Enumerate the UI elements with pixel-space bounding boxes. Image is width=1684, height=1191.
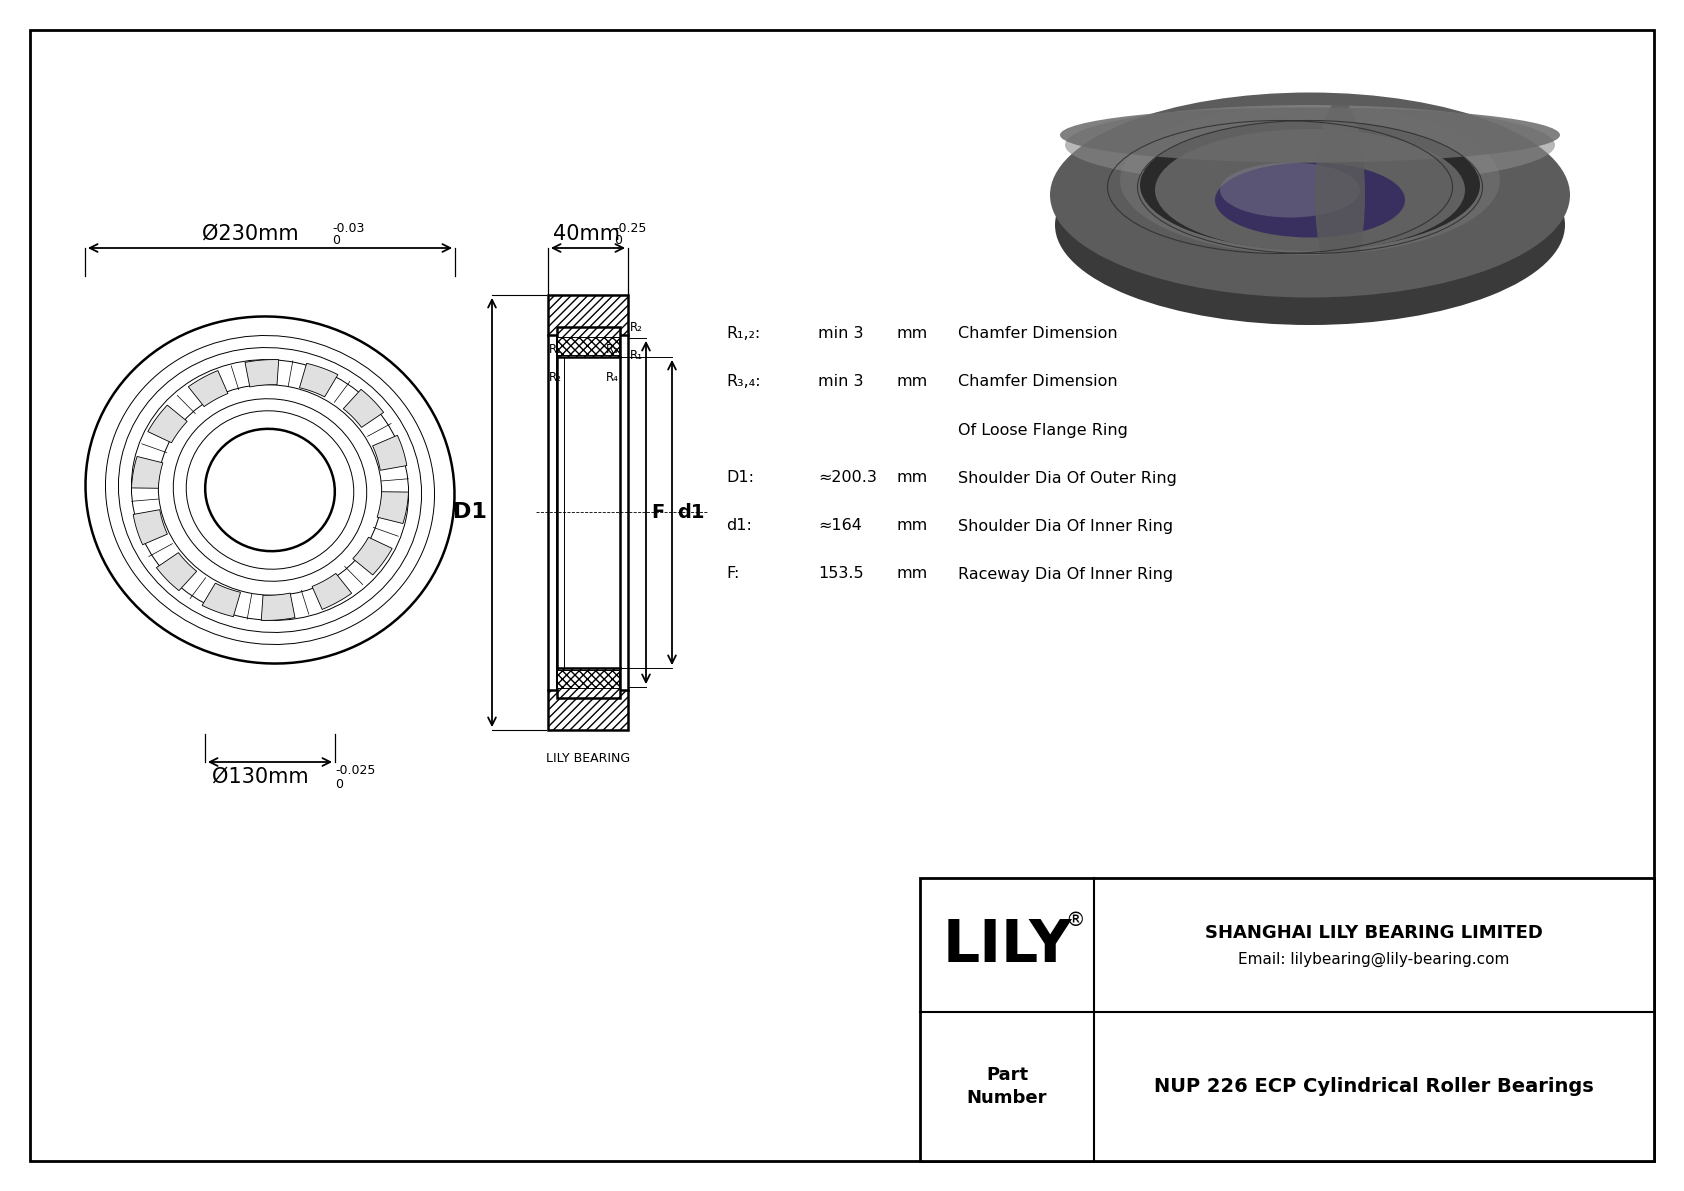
Text: -0.25: -0.25 <box>615 222 647 235</box>
Polygon shape <box>557 671 620 688</box>
Ellipse shape <box>1051 93 1569 298</box>
Text: Ø130mm: Ø130mm <box>212 767 308 787</box>
Polygon shape <box>244 360 280 387</box>
Ellipse shape <box>1214 162 1404 237</box>
Text: min 3: min 3 <box>818 326 864 342</box>
Text: 0: 0 <box>335 778 344 791</box>
Polygon shape <box>547 690 628 730</box>
Text: min 3: min 3 <box>818 374 864 389</box>
Polygon shape <box>148 405 187 443</box>
Text: D1: D1 <box>453 501 487 522</box>
Ellipse shape <box>1059 107 1559 162</box>
Polygon shape <box>157 553 197 591</box>
Polygon shape <box>202 584 241 617</box>
Ellipse shape <box>1219 162 1361 218</box>
Text: d1:: d1: <box>726 518 751 534</box>
Ellipse shape <box>1054 125 1564 325</box>
Ellipse shape <box>1155 129 1465 251</box>
Text: R₂: R₂ <box>549 372 562 384</box>
Text: Chamfer Dimension: Chamfer Dimension <box>958 326 1118 342</box>
Polygon shape <box>344 389 384 428</box>
Text: Of Loose Flange Ring: Of Loose Flange Ring <box>958 423 1128 437</box>
Text: R₁,₂:: R₁,₂: <box>726 326 759 342</box>
Polygon shape <box>919 878 1654 1161</box>
Ellipse shape <box>1120 105 1500 255</box>
Text: ≈200.3: ≈200.3 <box>818 470 877 486</box>
Ellipse shape <box>1064 105 1554 185</box>
Text: D1:: D1: <box>726 470 754 486</box>
Text: R₂: R₂ <box>630 322 643 333</box>
Text: mm: mm <box>896 326 928 342</box>
Polygon shape <box>377 492 409 524</box>
Text: NUP 226 ECP Cylindrical Roller Bearings: NUP 226 ECP Cylindrical Roller Bearings <box>1154 1077 1593 1096</box>
Text: 153.5: 153.5 <box>818 567 864 581</box>
Text: 0: 0 <box>332 235 340 248</box>
Text: ≈164: ≈164 <box>818 518 862 534</box>
Text: Part
Number: Part Number <box>967 1066 1047 1106</box>
Text: R₁: R₁ <box>549 343 562 356</box>
Ellipse shape <box>1315 100 1366 289</box>
Text: Chamfer Dimension: Chamfer Dimension <box>958 374 1118 389</box>
Text: Ø230mm: Ø230mm <box>202 224 298 244</box>
Text: R₃: R₃ <box>606 343 620 356</box>
Polygon shape <box>131 456 163 488</box>
Text: mm: mm <box>896 518 928 534</box>
Text: Shoulder Dia Of Outer Ring: Shoulder Dia Of Outer Ring <box>958 470 1177 486</box>
Polygon shape <box>261 593 295 621</box>
Polygon shape <box>189 370 227 406</box>
Text: mm: mm <box>896 374 928 389</box>
Text: d1: d1 <box>677 503 704 522</box>
Polygon shape <box>557 337 620 355</box>
Text: LILY: LILY <box>943 917 1071 973</box>
Text: R₃,₄:: R₃,₄: <box>726 374 761 389</box>
Text: Raceway Dia Of Inner Ring: Raceway Dia Of Inner Ring <box>958 567 1174 581</box>
Text: -0.03: -0.03 <box>332 222 364 235</box>
Polygon shape <box>372 435 408 470</box>
Polygon shape <box>300 363 338 397</box>
Polygon shape <box>557 668 620 698</box>
Text: R₄: R₄ <box>606 372 620 384</box>
Text: 0: 0 <box>615 235 621 248</box>
Polygon shape <box>547 295 628 335</box>
Text: F: F <box>652 503 663 522</box>
Text: LILY BEARING: LILY BEARING <box>546 752 630 765</box>
Text: Email: lilybearing@lily-bearing.com: Email: lilybearing@lily-bearing.com <box>1238 952 1509 967</box>
Text: mm: mm <box>896 470 928 486</box>
Polygon shape <box>133 510 167 544</box>
Text: Shoulder Dia Of Inner Ring: Shoulder Dia Of Inner Ring <box>958 518 1174 534</box>
Text: ®: ® <box>1064 910 1084 929</box>
Text: R₁: R₁ <box>630 349 643 362</box>
Polygon shape <box>354 537 392 575</box>
Text: SHANGHAI LILY BEARING LIMITED: SHANGHAI LILY BEARING LIMITED <box>1206 924 1543 942</box>
Polygon shape <box>312 573 352 610</box>
Text: mm: mm <box>896 567 928 581</box>
Ellipse shape <box>1140 120 1480 250</box>
Text: 40mm: 40mm <box>552 224 620 244</box>
Text: -0.025: -0.025 <box>335 765 376 778</box>
Polygon shape <box>557 328 620 357</box>
Text: F:: F: <box>726 567 739 581</box>
